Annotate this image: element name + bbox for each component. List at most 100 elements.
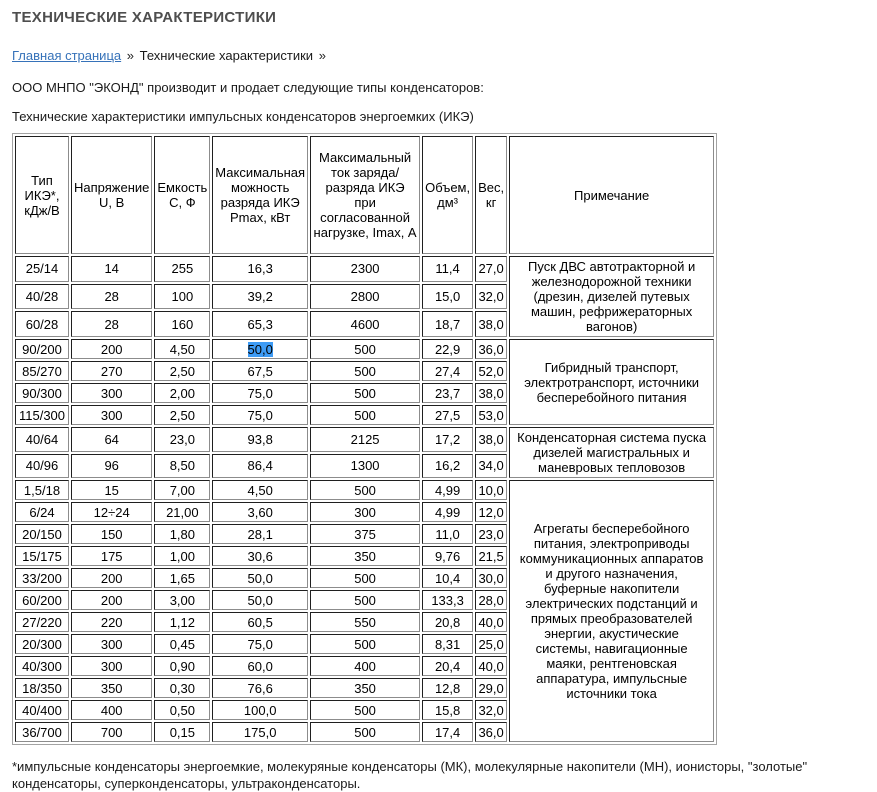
table-cell: 40/28 (15, 283, 69, 310)
table-cell: 200 (71, 590, 153, 610)
table-cell: 2800 (310, 283, 421, 310)
table-cell: 12÷24 (71, 502, 153, 522)
table-cell: 40/400 (15, 700, 69, 720)
breadcrumb-separator: » (126, 48, 134, 63)
page-title: ТЕХНИЧЕСКИЕ ХАРАКТЕРИСТИКИ (12, 9, 277, 26)
table-cell: 64 (71, 427, 153, 452)
table-row: 85/270 270 2,50 67,5 500 27,4 52,0 (15, 361, 714, 381)
table-cell: 76,6 (212, 678, 309, 698)
breadcrumb-home-link[interactable]: Главная страница (12, 48, 122, 63)
table-cell: 3,00 (154, 590, 211, 610)
table-cell: 4,50 (154, 339, 211, 359)
table-row: 60/28 28 160 65,3 4600 18,7 38,0 (15, 311, 714, 337)
table-cell: 17,4 (422, 722, 474, 742)
table-cell: 16,3 (212, 256, 309, 282)
table-cell: 17,2 (422, 427, 474, 452)
table-cell: 20/300 (15, 634, 69, 654)
table-cell: 8,31 (422, 634, 474, 654)
table-cell: 1,12 (154, 612, 211, 632)
table-cell: 75,0 (212, 405, 309, 425)
table-cell: 200 (71, 339, 153, 359)
table-cell: 300 (71, 383, 153, 403)
table-cell: 28 (71, 311, 153, 337)
table-cell: 160 (154, 311, 211, 337)
table-cell: 100 (154, 283, 211, 310)
table-cell: 75,0 (212, 634, 309, 654)
table-row: 40/28 28 100 39,2 2800 15,0 32,0 (15, 283, 714, 310)
table-cell: 50,0 (212, 590, 309, 610)
column-header: Максимальный ток заряда/разряда ИКЭ при … (310, 136, 421, 254)
table-cell: 0,30 (154, 678, 211, 698)
header-row: Тип ИКЭ*, кДж/В Напряжение U, В Емкость С,… (15, 136, 715, 254)
table-cell: 500 (310, 405, 421, 425)
table-cell: 500 (310, 590, 421, 610)
table-row: 20/150 150 1,80 28,1 375 11,0 23,0 (15, 524, 714, 544)
table-row: 40/400 400 0,50 100,0 500 15,8 32,0 (15, 700, 714, 720)
table-cell: 375 (310, 524, 421, 544)
table-cell: 12,0 (475, 502, 508, 522)
table-cell: 18,7 (422, 311, 474, 337)
table-cell: 40/96 (15, 453, 69, 478)
table-cell: 53,0 (475, 405, 508, 425)
table-cell: 500 (310, 700, 421, 720)
table-cell: 4,99 (422, 480, 474, 500)
table-cell: 4,99 (422, 502, 474, 522)
breadcrumb-current: Технические характеристики (139, 48, 314, 63)
table-cell: 38,0 (475, 383, 508, 403)
table-cell: 65,3 (212, 311, 309, 337)
table-cell: 300 (71, 656, 153, 676)
table-cell: 0,45 (154, 634, 211, 654)
table-cell: 21,5 (475, 546, 508, 566)
table-cell: 16,2 (422, 453, 474, 478)
table-cell: 50,0 (212, 568, 309, 588)
table-cell: 350 (310, 546, 421, 566)
table-cell: 38,0 (475, 427, 508, 452)
table-cell: 500 (310, 361, 421, 381)
table-cell: 8,50 (154, 453, 211, 478)
table-row: 90/300 300 2,00 75,0 500 23,7 38,0 (15, 383, 714, 403)
table-row: 20/300 300 0,45 75,0 500 8,31 25,0 (15, 634, 714, 654)
table-cell: 93,8 (212, 427, 309, 452)
table-cell: 23,0 (475, 524, 508, 544)
table-cell: 3,60 (212, 502, 309, 522)
table-cell: 255 (154, 256, 211, 282)
table-cell: 500 (310, 722, 421, 742)
table-cell: 36,0 (475, 722, 508, 742)
table-cell: 500 (310, 568, 421, 588)
table-row: 15/175 175 1,00 30,6 350 9,76 21,5 (15, 546, 714, 566)
table-cell: 2,50 (154, 361, 211, 381)
table-cell: 1,80 (154, 524, 211, 544)
table-cell: 28 (71, 283, 153, 310)
table-row: 115/300 300 2,50 75,0 500 27,5 53,0 (15, 405, 714, 425)
table-cell: 15 (71, 480, 153, 500)
table-row: 18/350 350 0,30 76,6 350 12,8 29,0 (15, 678, 714, 698)
table-cell: 2300 (310, 256, 421, 282)
column-header: Емкость С, Ф (154, 136, 211, 254)
table-cell: 22,9 (422, 339, 474, 359)
intro-text: ООО МНПО "ЭКОНД" производит и продает сл… (12, 80, 484, 95)
table-cell: 15,0 (422, 283, 474, 310)
table-cell: 2,50 (154, 405, 211, 425)
table-cell: 500 (310, 634, 421, 654)
table-cell: 90/300 (15, 383, 69, 403)
table-cell: 500 (310, 480, 421, 500)
table-cell: 85/270 (15, 361, 69, 381)
table-cell: 90/200 (15, 339, 69, 359)
table-cell: 39,2 (212, 283, 309, 310)
table-cell: 38,0 (475, 311, 508, 337)
table-cell: 350 (71, 678, 153, 698)
table-cell: 20,4 (422, 656, 474, 676)
note-cell: Гибридный транспорт, электротранспорт, и… (509, 339, 715, 425)
table-cell: 25/14 (15, 256, 69, 282)
table-cell: 2125 (310, 427, 421, 452)
table-cell: 10,0 (475, 480, 508, 500)
column-header: Примечание (509, 136, 715, 254)
table-cell: 0,15 (154, 722, 211, 742)
table-cell: 1300 (310, 453, 421, 478)
table-cell: 1,00 (154, 546, 211, 566)
table-cell: 0,90 (154, 656, 211, 676)
note-cell: Пуск ДВС автотракторной и железнодорожно… (509, 256, 715, 337)
selected-text: 50,0 (247, 341, 273, 357)
table-cell: 1,5/18 (15, 480, 69, 500)
table-cell: 30,6 (212, 546, 309, 566)
